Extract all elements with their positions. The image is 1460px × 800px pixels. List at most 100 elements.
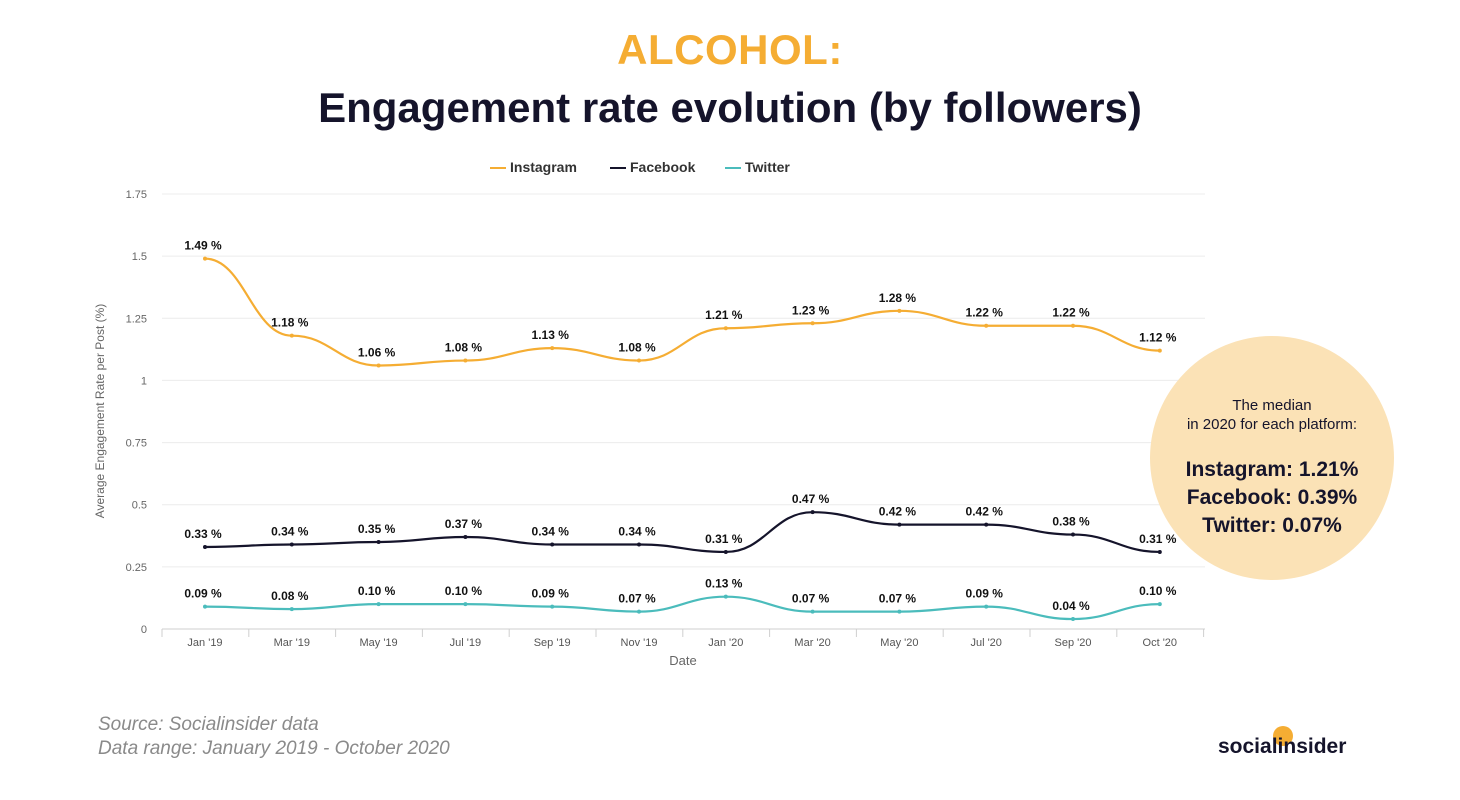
data-point-facebook	[203, 544, 207, 549]
median-subheading: in 2020 for each platform:	[1186, 416, 1358, 433]
data-label-twitter: 0.07 %	[618, 592, 656, 606]
y-axis-label: Average Engagement Rate per Post (%)	[93, 304, 107, 519]
data-label-twitter: 0.07 %	[879, 592, 917, 606]
line-chart: 0 0.25 0.5 0.75 1 1.25 1.5 1.75 Jan '19 Mar '19 M…	[93, 159, 1205, 668]
x-tick-label: Jan '19	[187, 637, 222, 649]
data-label-instagram: 1.08 %	[445, 341, 483, 355]
x-axis-label: Date	[669, 653, 696, 668]
data-label-instagram: 1.23 %	[792, 303, 830, 317]
data-point-facebook	[376, 540, 381, 544]
data-point-instagram	[203, 256, 207, 261]
x-tick-label: Nov '19	[621, 637, 658, 649]
y-tick-label: 0.25	[126, 562, 147, 574]
series-line-instagram	[204, 257, 1160, 367]
legend-label-facebook[interactable]: Facebook	[630, 159, 696, 175]
data-point-instagram	[550, 346, 555, 351]
data-label-twitter: 0.10 %	[1139, 584, 1177, 598]
series-line-twitter	[204, 595, 1160, 621]
source-text: Source: Socialinsider data	[98, 714, 319, 735]
y-tick-label: 1.5	[132, 251, 147, 263]
data-point-instagram	[463, 358, 468, 363]
y-tick-label: 0.75	[126, 438, 147, 450]
x-tick-label: May '19	[360, 637, 398, 649]
data-label-facebook: 0.42 %	[879, 505, 917, 519]
x-tick-label: Jan '20	[708, 637, 743, 649]
data-point-twitter	[463, 602, 468, 607]
y-tick-label: 1.75	[126, 189, 147, 201]
data-label-facebook: 0.34 %	[532, 524, 570, 538]
data-point-instagram	[1157, 348, 1162, 353]
y-tick-label: 0	[141, 624, 147, 636]
data-point-twitter	[1157, 602, 1162, 607]
data-label-instagram: 1.13 %	[532, 328, 570, 342]
data-point-instagram	[376, 363, 381, 368]
x-tick-label: Oct '20	[1143, 637, 1178, 649]
series-line-facebook	[204, 511, 1160, 554]
data-point-twitter	[550, 604, 555, 609]
data-label-facebook: 0.34 %	[618, 524, 656, 538]
data-point-instagram	[1071, 323, 1075, 328]
data-point-twitter	[897, 609, 902, 614]
x-tick-label: Mar '19	[274, 637, 310, 649]
data-label-instagram: 1.06 %	[358, 346, 396, 360]
x-tick-label: Mar '20	[794, 637, 830, 649]
data-point-facebook	[550, 542, 555, 547]
data-point-twitter	[723, 594, 728, 599]
legend-label-instagram[interactable]: Instagram	[510, 159, 577, 175]
data-label-twitter: 0.08 %	[271, 589, 309, 603]
data-point-facebook	[637, 542, 641, 547]
data-point-twitter	[810, 609, 815, 614]
data-label-facebook: 0.34 %	[271, 524, 309, 538]
data-label-facebook: 0.31 %	[705, 532, 743, 546]
y-tick-label: 1.25	[126, 313, 147, 325]
median-instagram: Instagram: 1.21%	[1185, 458, 1359, 481]
data-point-facebook	[723, 549, 728, 554]
data-label-instagram: 1.22 %	[966, 306, 1004, 320]
data-label-instagram: 1.28 %	[879, 291, 917, 305]
x-axis: Jan '19 Mar '19 May '19 Jul '19 Sep '19 Nov '…	[161, 629, 1205, 649]
x-tick-label: May '20	[880, 637, 918, 649]
data-point-facebook	[289, 542, 294, 547]
data-label-twitter: 0.07 %	[792, 592, 830, 606]
median-heading: The median	[1232, 397, 1312, 414]
data-label-facebook: 0.38 %	[1052, 515, 1090, 529]
y-tick-label: 1	[141, 375, 147, 387]
data-range-text: Data range: January 2019 - October 2020	[98, 738, 450, 759]
chart-category-title: ALCOHOL:	[617, 26, 843, 73]
data-point-twitter	[376, 602, 381, 607]
data-point-instagram	[289, 333, 294, 338]
data-label-twitter: 0.10 %	[358, 584, 396, 598]
data-point-twitter	[1071, 617, 1075, 622]
legend-label-twitter[interactable]: Twitter	[745, 159, 790, 175]
data-label-instagram: 1.22 %	[1052, 306, 1090, 320]
data-label-twitter: 0.09 %	[532, 587, 570, 601]
x-tick-label: Sep '19	[534, 637, 571, 649]
data-label-instagram: 1.12 %	[1139, 331, 1177, 345]
y-axis-ticks: 0 0.25 0.5 0.75 1 1.25 1.5 1.75	[126, 189, 147, 636]
median-callout: The median in 2020 for each platform: In…	[1150, 336, 1394, 580]
data-point-twitter	[984, 604, 989, 609]
data-point-instagram	[723, 326, 728, 331]
median-twitter: Twitter: 0.07%	[1202, 514, 1342, 537]
data-point-facebook	[463, 535, 468, 540]
data-point-twitter	[289, 607, 294, 612]
data-label-twitter: 0.13 %	[705, 577, 743, 591]
x-tick-label: Jul '20	[970, 637, 1001, 649]
data-point-instagram	[810, 321, 815, 326]
data-point-facebook	[984, 522, 989, 527]
series-lines	[203, 256, 1162, 622]
data-label-facebook: 0.42 %	[966, 505, 1004, 519]
x-tick-label: Jul '19	[450, 637, 481, 649]
legend: Instagram Facebook Twitter	[490, 159, 790, 175]
data-label-twitter: 0.04 %	[1052, 599, 1090, 613]
y-tick-label: 0.5	[132, 500, 147, 512]
chart-title: Engagement rate evolution (by followers)	[318, 84, 1142, 131]
data-point-instagram	[637, 358, 641, 363]
socialinsider-logo: socialinsider	[1218, 735, 1347, 758]
grid-lines	[162, 193, 1205, 630]
data-label-facebook: 0.33 %	[184, 527, 222, 541]
data-point-facebook	[810, 510, 815, 515]
data-label-facebook: 0.31 %	[1139, 532, 1177, 546]
data-labels: 1.49 % 1.18 % 1.06 % 1.08 % 1.13 % 1.08 % 1.21…	[184, 239, 1176, 613]
data-label-facebook: 0.35 %	[358, 522, 396, 536]
